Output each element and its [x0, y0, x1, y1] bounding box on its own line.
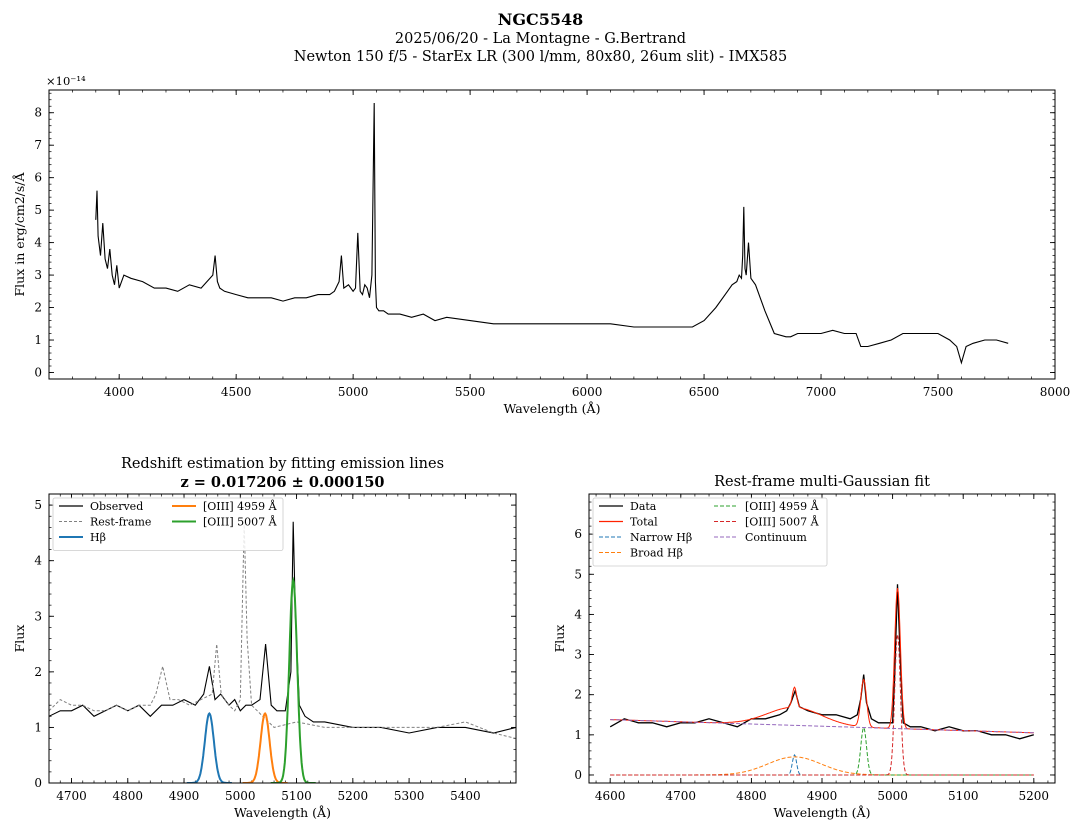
x-tick-label: 4800 [736, 789, 767, 803]
legend-label: Continuum [745, 531, 807, 544]
legend-label: Broad Hβ [630, 547, 683, 560]
x-axis-label: Wavelength (Å) [504, 401, 601, 416]
x-tick-label: 4700 [56, 789, 87, 803]
x-tick-label: 4500 [221, 385, 252, 399]
x-tick-label: 4800 [112, 789, 143, 803]
x-tick-label: 7000 [806, 385, 837, 399]
x-tick-label: 5200 [1019, 789, 1050, 803]
figure-subtitle-instrument: Newton 150 f/5 - StarEx LR (300 l/mm, 80… [293, 49, 788, 65]
series-line-total [610, 588, 1034, 734]
x-tick-label: 4900 [807, 789, 838, 803]
x-tick-label: 5000 [877, 789, 908, 803]
x-tick-label: 4000 [104, 385, 135, 399]
y-tick-label: 1 [574, 728, 582, 742]
series-line-broad-h- [610, 756, 1034, 776]
series-line--oiii-5007- [610, 634, 1034, 776]
y-tick-label: 2 [34, 301, 42, 315]
x-axis-label: Wavelength (Å) [234, 805, 331, 820]
y-tick-label: 3 [574, 648, 582, 662]
y-tick-label: 4 [574, 607, 582, 621]
series-line-h- [186, 712, 232, 783]
series-line--oiii-5007- [270, 576, 316, 783]
axes-frame [48, 89, 1056, 380]
redshift-chart: 4700 4800 4900 5000 5100 5200 5300 5400 0 1 2 3 4 5 Wa… [12, 456, 517, 820]
y-tick-label: 7 [34, 138, 42, 152]
legend-label: Rest-frame [90, 516, 151, 529]
x-tick-label: 5000 [338, 385, 369, 399]
x-tick-label: 4600 [595, 789, 626, 803]
x-tick-label: 5000 [225, 789, 256, 803]
x-tick-label: 5400 [450, 789, 481, 803]
x-tick-label: 5300 [394, 789, 425, 803]
legend-label: Observed [90, 500, 143, 513]
legend-label: [OIII] 5007 Å [203, 515, 278, 529]
legend-label: Hβ [90, 531, 106, 544]
series-line-observed [49, 521, 516, 734]
legend-label: Data [630, 500, 657, 513]
y-tick-label: 2 [574, 688, 582, 702]
y-tick-label: 1 [34, 333, 42, 347]
y-tick-label: 8 [34, 106, 42, 120]
series-line--oiii-4959- [242, 712, 288, 783]
x-tick-label: 6500 [689, 385, 720, 399]
y-axis-label: Flux [552, 625, 567, 653]
y-axis-label: Flux [12, 625, 27, 653]
y-tick-label: 5 [34, 498, 42, 512]
legend-box [52, 497, 284, 551]
x-tick-label: 5100 [281, 789, 312, 803]
x-tick-label: 6000 [572, 385, 603, 399]
legend: Data Total Narrow Hβ Broad Hβ [OIII] 4959 Å [… [592, 497, 828, 567]
series-line-rest-frame [49, 521, 516, 739]
y-tick-label: 2 [34, 665, 42, 679]
spectrum-chart: 4000 4500 5000 5500 6000 6500 7000 7500 8000 0 1 2 3… [12, 74, 1070, 416]
x-tick-label: 4700 [666, 789, 697, 803]
y-axis-label: Flux in erg/cm2/s/Å [12, 172, 27, 297]
axes-frame [588, 493, 1056, 784]
redshift-value: z = 0.017206 ± 0.000150 [180, 474, 384, 491]
chart-title: Rest-frame multi-Gaussian fit [714, 474, 930, 490]
y-tick-label: 3 [34, 268, 42, 282]
legend-box [592, 497, 828, 567]
y-tick-label: 4 [34, 236, 42, 250]
figure-title: NGC5548 [497, 10, 584, 29]
x-tick-label: 4900 [169, 789, 200, 803]
x-tick-label: 8000 [1040, 385, 1071, 399]
series-line--oiii-4959- [610, 726, 1034, 776]
series-group [95, 102, 1009, 365]
series-line-spectrum [95, 102, 1009, 365]
y-tick-label: 0 [34, 366, 42, 380]
y-axis-exponent: ×10⁻¹⁴ [46, 74, 86, 88]
series-line-narrow-h- [610, 753, 1034, 776]
series-line-continuum [610, 719, 1034, 734]
x-axis-label: Wavelength (Å) [774, 805, 871, 820]
y-tick-label: 0 [34, 776, 42, 790]
legend-label: [OIII] 5007 Å [745, 515, 820, 529]
restframe-fit-chart: 4600 4700 4800 4900 5000 5100 5200 0 1 2 3 4 5 6 Wavel… [552, 474, 1056, 820]
chart-title: Redshift estimation by fitting emission … [121, 456, 444, 472]
figure-subtitle-date: 2025/06/20 - La Montagne - G.Bertrand [394, 31, 687, 47]
x-tick-label: 5100 [948, 789, 979, 803]
series-line-data [609, 584, 1034, 740]
x-tick-label: 7500 [923, 385, 954, 399]
legend-label: [OIII] 4959 Å [745, 499, 820, 513]
series-group [49, 521, 516, 783]
y-tick-label: 6 [34, 171, 42, 185]
y-tick-label: 4 [34, 554, 42, 568]
y-tick-label: 3 [34, 609, 42, 623]
series-group [609, 584, 1034, 776]
legend-label: Total [630, 516, 658, 529]
legend-label: Narrow Hβ [630, 531, 692, 544]
y-tick-label: 0 [574, 768, 582, 782]
y-tick-label: 6 [574, 527, 582, 541]
axes-frame [48, 493, 517, 784]
x-tick-label: 5500 [455, 385, 486, 399]
y-tick-label: 5 [34, 203, 42, 217]
y-tick-label: 5 [574, 567, 582, 581]
legend: Observed Rest-frame Hβ [OIII] 4959 Å [OIII] … [52, 497, 284, 551]
x-tick-label: 5200 [338, 789, 369, 803]
y-tick-label: 1 [34, 720, 42, 734]
legend-label: [OIII] 4959 Å [203, 499, 278, 513]
